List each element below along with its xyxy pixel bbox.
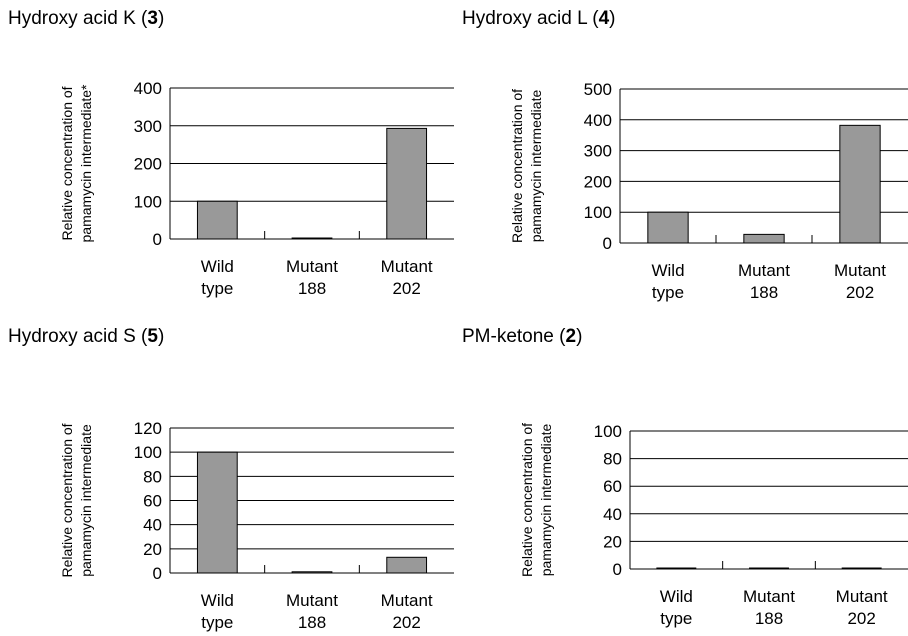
chart-panel-pm-ketone: PM-ketone (2) 0 20 40 60 80 100 Wild type Mutant… [454, 318, 908, 636]
y-tick-label: 100 [594, 422, 622, 441]
y-tick-label: 80 [603, 450, 622, 469]
x-tick-label: type [660, 609, 692, 628]
y-tick-label: 60 [603, 477, 622, 496]
y-tick-label: 20 [603, 532, 622, 551]
y-tick-label: 100 [584, 203, 612, 222]
y-axis-label: Relative concentration of [519, 423, 535, 577]
y-tick-label: 0 [153, 230, 162, 249]
y-axis-label: pamamycin intermediate* [78, 84, 94, 243]
y-axis-label: Relative concentration of [59, 86, 75, 240]
x-tick-label: 202 [392, 279, 420, 298]
y-tick-label: 40 [143, 516, 162, 535]
y-tick-label: 300 [134, 117, 162, 136]
x-tick-label: Wild [660, 587, 693, 606]
bar [386, 556, 428, 574]
x-tick-label: type [201, 279, 233, 298]
bar [196, 451, 238, 574]
chart-panel-hydroxy-acid-s: Hydroxy acid S (5) 0 20 40 60 80 100 120 Wild ty… [0, 318, 454, 636]
y-tick-label: 200 [134, 155, 162, 174]
chart-panel-hydroxy-acid-l: Hydroxy acid L (4) 0 100 200 300 400 500 Wild t… [454, 0, 908, 318]
y-tick-label: 120 [134, 419, 162, 438]
y-axis-label: Relative concentration of [509, 89, 525, 243]
bar [386, 127, 428, 240]
x-tick-label: 202 [846, 283, 874, 302]
y-tick-label: 300 [584, 142, 612, 161]
x-tick-label: 188 [298, 279, 326, 298]
y-tick-label: 500 [584, 80, 612, 99]
chart-title: PM-ketone (2) [462, 326, 583, 347]
y-tick-label: 200 [584, 172, 612, 191]
bar [647, 211, 689, 244]
bar-chart: 0 20 40 60 80 100 Wild type Mutant 188 Mutant 202 Re… [519, 422, 908, 628]
y-axis-label: pamamycin intermediate [528, 90, 544, 243]
x-tick-label: Mutant [286, 257, 338, 276]
y-tick-label: 40 [603, 505, 622, 524]
x-tick-label: 202 [847, 609, 875, 628]
bar [749, 567, 789, 570]
y-tick-label: 400 [584, 111, 612, 130]
x-tick-label: Mutant [836, 587, 888, 606]
y-axis-label: pamamycin intermediate [78, 424, 94, 577]
bar [291, 571, 333, 574]
x-tick-label: 188 [755, 609, 783, 628]
y-tick-label: 0 [153, 564, 162, 583]
bar-chart: 0 100 200 300 400 500 Wild type Mutant 188 Mutant 2… [509, 80, 908, 302]
x-tick-label: Wild [201, 591, 234, 610]
bar [839, 124, 881, 244]
y-tick-label: 20 [143, 540, 162, 559]
x-tick-label: Wild [651, 261, 684, 280]
bar [196, 200, 238, 240]
y-tick-label: 0 [613, 560, 622, 579]
y-tick-label: 400 [134, 79, 162, 98]
y-tick-label: 100 [134, 192, 162, 211]
x-tick-label: 188 [750, 283, 778, 302]
y-axis-label: pamamycin intermediate [538, 424, 554, 577]
y-tick-label: 100 [134, 443, 162, 462]
bar [841, 567, 882, 570]
x-tick-label: Mutant [743, 587, 795, 606]
x-tick-label: Wild [201, 257, 234, 276]
bar [291, 237, 333, 240]
x-tick-label: 202 [392, 613, 420, 632]
x-tick-label: 188 [298, 613, 326, 632]
bar-chart: 0 100 200 300 400 Wild type Mutant 188 Mutant 202 R… [59, 79, 454, 298]
y-tick-label: 80 [143, 467, 162, 486]
chart-title: Hydroxy acid S (5) [8, 326, 165, 347]
x-tick-label: Mutant [381, 591, 433, 610]
x-tick-label: type [652, 283, 684, 302]
bar [656, 567, 697, 570]
bar [743, 233, 785, 244]
chart-title: Hydroxy acid K (3) [8, 8, 165, 29]
y-tick-label: 0 [603, 234, 612, 253]
x-tick-label: Mutant [286, 591, 338, 610]
chart-panel-hydroxy-acid-k: Hydroxy acid K (3) 0 100 200 300 400 Wild type… [0, 0, 454, 318]
x-tick-label: Mutant [738, 261, 790, 280]
x-tick-label: Mutant [834, 261, 886, 280]
bar-chart: 0 20 40 60 80 100 120 Wild type Mutant 188 Mutant 20… [59, 419, 454, 632]
x-tick-label: type [201, 613, 233, 632]
x-tick-label: Mutant [381, 257, 433, 276]
chart-title: Hydroxy acid L (4) [462, 8, 616, 29]
y-tick-label: 60 [143, 492, 162, 511]
y-axis-label: Relative concentration of [59, 423, 75, 577]
